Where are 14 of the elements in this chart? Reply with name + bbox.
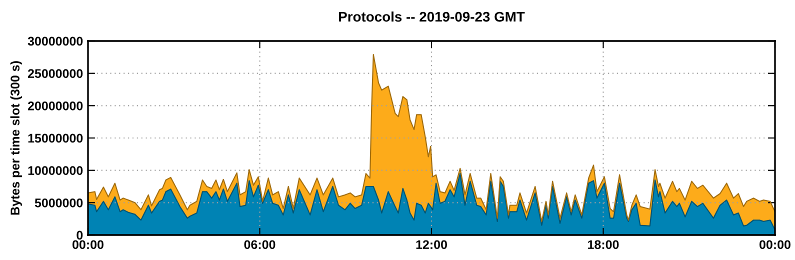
y-tick-label: 30000000 xyxy=(28,36,83,46)
x-tick-label: 06:00 xyxy=(244,240,276,250)
y-tick-label: 0 xyxy=(76,230,83,240)
x-tick-label: 12:00 xyxy=(416,240,447,250)
y-axis-title: Bytes per time slot (300 s) xyxy=(10,61,22,215)
chart-title: Protocols -- 2019-09-23 GMT xyxy=(339,11,525,22)
y-tick-label: 15000000 xyxy=(28,134,83,143)
y-tick-label: 5000000 xyxy=(34,198,83,208)
y-tick-label: 10000000 xyxy=(28,166,83,175)
x-tick-label: 18:00 xyxy=(588,240,619,250)
x-tick-label: 00:00 xyxy=(72,240,104,250)
x-tick-label: 00:00 xyxy=(760,240,790,250)
y-tick-label: 25000000 xyxy=(28,69,83,78)
y-tick-label: 20000000 xyxy=(28,101,83,110)
